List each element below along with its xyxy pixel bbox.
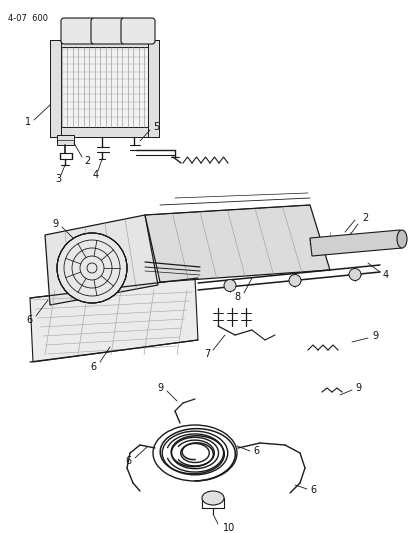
Text: 2: 2 (84, 156, 90, 166)
Text: 10: 10 (222, 523, 235, 533)
Text: 5: 5 (153, 122, 159, 132)
Circle shape (57, 233, 127, 303)
Text: 8: 8 (234, 292, 240, 302)
Polygon shape (50, 40, 159, 47)
Text: 6: 6 (126, 456, 132, 466)
Polygon shape (57, 135, 74, 145)
Text: 9: 9 (354, 383, 360, 393)
Text: 3: 3 (55, 174, 61, 184)
Circle shape (288, 274, 300, 287)
Text: 4-07  600: 4-07 600 (8, 14, 48, 23)
Polygon shape (30, 278, 198, 362)
Text: 1: 1 (25, 117, 31, 127)
Polygon shape (145, 205, 329, 282)
Text: 2: 2 (361, 213, 367, 223)
FancyBboxPatch shape (91, 18, 125, 44)
Polygon shape (309, 230, 401, 256)
Polygon shape (50, 127, 159, 137)
Text: 6: 6 (27, 315, 33, 325)
Text: 7: 7 (203, 349, 209, 359)
Polygon shape (148, 40, 159, 137)
Text: 9: 9 (371, 331, 377, 341)
FancyBboxPatch shape (121, 18, 155, 44)
Text: 6: 6 (91, 362, 97, 372)
Text: 9: 9 (53, 219, 59, 229)
Ellipse shape (202, 491, 223, 505)
Text: 6: 6 (252, 446, 258, 456)
Circle shape (223, 279, 236, 292)
FancyBboxPatch shape (61, 18, 95, 44)
Polygon shape (45, 215, 157, 305)
Polygon shape (50, 40, 61, 137)
Circle shape (348, 269, 360, 280)
Text: 6: 6 (309, 485, 315, 495)
Ellipse shape (396, 230, 406, 248)
Text: 4: 4 (93, 170, 99, 180)
Polygon shape (52, 43, 157, 135)
Text: 9: 9 (157, 383, 164, 393)
Text: 4: 4 (382, 270, 388, 280)
